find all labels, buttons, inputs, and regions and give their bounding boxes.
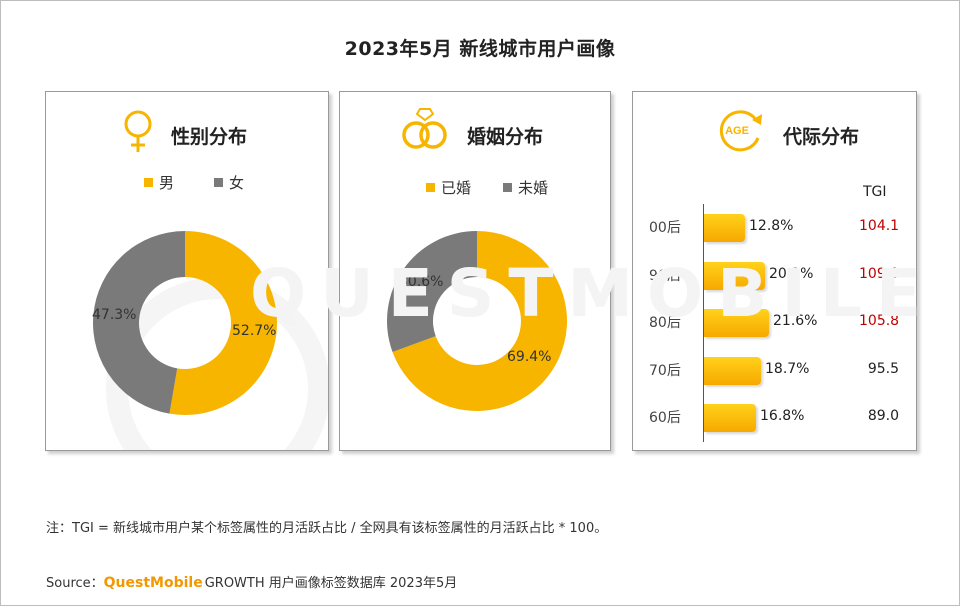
age-bar	[704, 357, 761, 385]
age-bar-row: 00后 12.8% 104.1	[633, 212, 916, 242]
age-bar-row: 70后 18.7% 95.5	[633, 355, 916, 385]
tgi-value: 95.5	[867, 361, 899, 377]
age-pct-label: 20.1%	[769, 266, 814, 282]
legend-swatch-gray	[503, 183, 512, 192]
donut-slice-primary	[392, 231, 567, 411]
donut-slice-secondary	[387, 231, 477, 353]
legend-female: 女	[214, 172, 244, 193]
footnote: 注：TGI = 新线城市用户某个标签属性的月活跃占比 / 全网具有该标签属性的月…	[46, 521, 608, 536]
tgi-value: 89.0	[867, 408, 899, 424]
age-category-label: 90后	[649, 268, 681, 284]
legend-male-label: 男	[159, 174, 175, 192]
gender-donut-chart	[93, 231, 278, 415]
donut-slice-secondary	[93, 231, 185, 414]
age-pct-label: 18.7%	[765, 361, 810, 377]
marriage-donut-chart	[387, 231, 567, 411]
tgi-value: 109.0	[859, 266, 900, 282]
legend-swatch-yellow	[144, 178, 153, 187]
donut-slice-primary	[169, 231, 278, 415]
source-label: Source：	[46, 576, 104, 591]
age-bar	[704, 309, 769, 337]
legend-married-label: 已婚	[441, 179, 472, 197]
legend-single: 未婚	[503, 177, 548, 198]
legend-swatch-gray	[214, 178, 223, 187]
legend-single-label: 未婚	[518, 179, 549, 197]
age-category-label: 70后	[649, 363, 681, 379]
age-category-label: 80后	[649, 315, 681, 331]
watermark: QUESTMOBILE	[250, 255, 936, 332]
marriage-title: 婚姻分布	[467, 126, 544, 148]
female-pct-label: 47.3%	[92, 307, 137, 323]
married-pct-label: 69.4%	[507, 349, 552, 365]
age-bar	[704, 404, 756, 432]
tgi-header: TGI	[863, 184, 887, 200]
age-category-label: 00后	[649, 220, 681, 236]
tgi-value: 104.1	[859, 218, 900, 234]
male-pct-label: 52.7%	[232, 323, 277, 339]
age-panel: AGE 代际分布 TGI 00后 12.8% 104.1 90后 20.1% 109.0 8…	[632, 91, 917, 451]
legend-swatch-yellow	[426, 183, 435, 192]
legend-female-label: 女	[229, 174, 245, 192]
source-text: GROWTH 用户画像标签数据库 2023年5月	[204, 576, 458, 591]
age-pct-label: 12.8%	[749, 218, 794, 234]
age-bar-row: 60后 16.8% 89.0	[633, 402, 916, 432]
brand-logo-text: QuestMobile	[103, 575, 203, 591]
single-pct-label: 30.6%	[399, 274, 444, 290]
source-line: Source： QuestMobile GROWTH 用户画像标签数据库 202…	[46, 572, 457, 591]
legend-male: 男	[144, 172, 174, 193]
age-category-label: 60后	[649, 410, 681, 426]
gender-panel: 性别分布 男 女 52.7% 47.3%	[45, 91, 329, 451]
legend-married: 已婚	[426, 177, 471, 198]
gender-title: 性别分布	[171, 126, 248, 148]
wedding-rings-icon	[402, 108, 447, 149]
bar-axis	[703, 204, 704, 442]
tgi-value: 105.8	[859, 313, 900, 329]
page-title: 2023年5月 新线城市用户画像	[344, 38, 616, 60]
age-pct-label: 21.6%	[773, 313, 818, 329]
age-pct-label: 16.8%	[760, 408, 805, 424]
age-icon-text: AGE	[725, 125, 749, 137]
age-title: 代际分布	[783, 126, 860, 148]
marriage-panel: 婚姻分布 已婚 未婚 69.4% 30.6%	[339, 91, 611, 451]
age-bar	[704, 214, 745, 242]
age-cycle-icon: AGE	[719, 110, 762, 152]
age-bar-row: 80后 21.6% 105.8	[633, 307, 916, 337]
age-bar-row: 90后 20.1% 109.0	[633, 260, 916, 290]
female-symbol-icon	[124, 110, 152, 152]
age-bar	[704, 262, 765, 290]
